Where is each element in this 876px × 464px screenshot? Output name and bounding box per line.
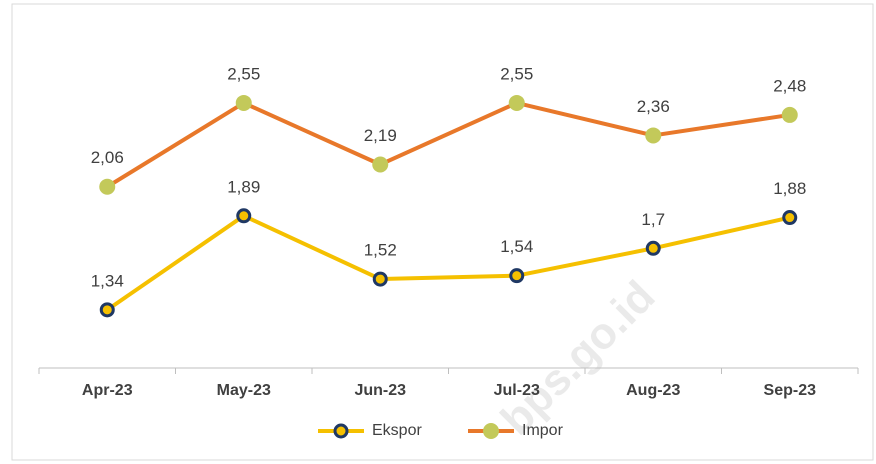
legend-marker (483, 423, 499, 439)
value-label: 2,55 (227, 64, 260, 83)
x-tick-label: Jul-23 (494, 382, 540, 399)
series-line (106, 100, 791, 189)
value-label: 2,19 (364, 126, 397, 145)
point-marker (372, 156, 389, 173)
point-marker (509, 268, 525, 284)
chart-frame (11, 3, 874, 461)
series-line (106, 213, 791, 312)
point-marker (235, 94, 252, 111)
value-label: 1,52 (364, 241, 397, 260)
point-marker (645, 127, 662, 144)
value-label: 2,06 (91, 148, 124, 167)
legend-marker (333, 423, 349, 439)
legend-label: Ekspor (372, 422, 422, 439)
x-tick-label: Sep-23 (764, 382, 817, 399)
value-label: 1,89 (227, 177, 260, 196)
point-marker (236, 208, 252, 224)
point-marker (782, 210, 798, 226)
point-marker (508, 94, 525, 111)
legend-label: Impor (522, 422, 564, 439)
point-marker (99, 302, 115, 318)
value-label: 2,48 (773, 76, 806, 95)
point-marker (372, 271, 388, 287)
x-tick-label: May-23 (217, 382, 271, 399)
x-tick-label: Jun-23 (354, 382, 406, 399)
point-marker (781, 106, 798, 123)
value-label: 1,7 (641, 210, 665, 229)
point-marker (99, 178, 116, 195)
point-marker (645, 240, 661, 256)
value-label: 2,55 (500, 64, 533, 83)
x-tick-label: Apr-23 (82, 382, 133, 399)
value-label: 1,88 (773, 179, 806, 198)
value-label: 2,36 (637, 97, 670, 116)
value-label: 1,54 (500, 237, 533, 256)
x-tick-label: Aug-23 (626, 382, 680, 399)
value-label: 1,34 (91, 271, 124, 290)
